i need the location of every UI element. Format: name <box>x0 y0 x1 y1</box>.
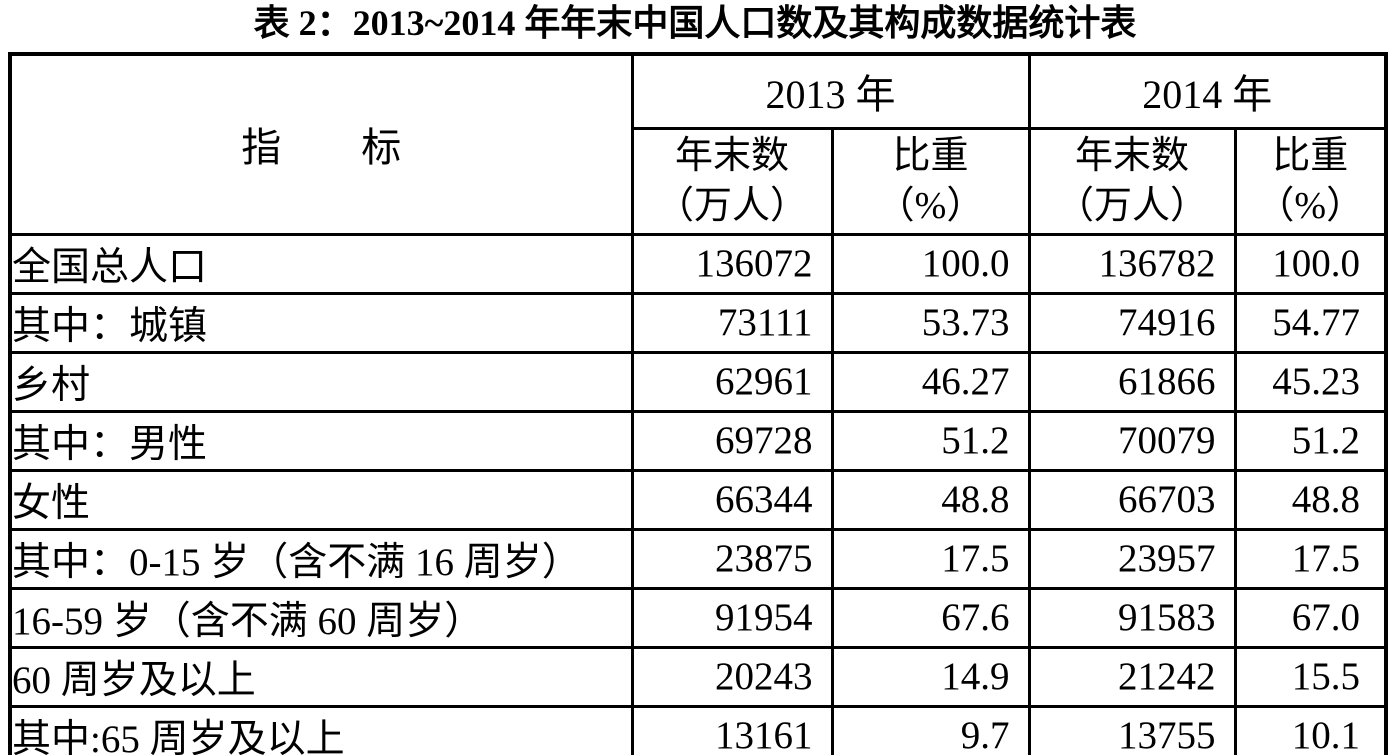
row-label: 全国总人口 <box>8 232 634 295</box>
population-stats-table: 指 标 2013 年 2014 年 年末数 （万人） 比重 （%） 年末数 （万… <box>8 52 1388 755</box>
row-label: 其中：0-15 岁（含不满 16 周岁） <box>8 527 634 590</box>
share-label-line2: （%） <box>1256 185 1365 227</box>
header-row-measures: 年末数 （万人） 比重 （%） 年末数 （万人） 比重 （%） <box>10 126 1388 236</box>
cell-2014-count: 136782 <box>1027 232 1237 295</box>
cell-2014-count: 61866 <box>1027 350 1237 413</box>
table-title: 表 2：2013~2014 年年末中国人口数及其构成数据统计表 <box>253 3 1137 43</box>
table-row-urban: 其中：城镇 73111 53.73 74916 54.77 <box>8 291 1388 354</box>
cell-2014-share: 10.1 <box>1233 704 1388 755</box>
cell-2014-count: 13755 <box>1027 704 1237 755</box>
row-label: 乡村 <box>8 350 634 413</box>
cell-2014-share: 100.0 <box>1233 232 1388 295</box>
col-header-2013: 2013 年 <box>630 52 1031 130</box>
cell-2013-count: 91954 <box>630 586 834 649</box>
row-label: 女性 <box>8 468 634 531</box>
cell-2013-count: 20243 <box>630 645 834 708</box>
cell-2014-count: 21242 <box>1027 645 1237 708</box>
cell-2014-share: 48.8 <box>1233 468 1388 531</box>
header-row-years: 指 标 2013 年 2014 年 <box>8 52 1388 236</box>
count-label-line2: （万人） <box>1055 185 1208 227</box>
col-header-2014-share: 比重 （%） <box>1233 126 1388 236</box>
share-label-line1: 比重 <box>892 135 969 177</box>
cell-2013-share: 9.7 <box>830 704 1031 755</box>
cell-2013-count: 69728 <box>630 409 834 472</box>
cell-2013-count: 23875 <box>630 527 834 590</box>
cell-2014-count: 74916 <box>1027 291 1237 354</box>
cell-2013-count: 13161 <box>630 704 834 755</box>
cell-2013-share: 46.27 <box>830 350 1031 413</box>
table-row-male: 其中：男性 69728 51.2 70079 51.2 <box>8 409 1388 472</box>
cell-2013-share: 67.6 <box>830 586 1031 649</box>
share-label-line1: 比重 <box>1272 135 1349 177</box>
col-header-2014: 2014 年 <box>1027 52 1388 130</box>
table-row-age-16-59: 16-59 岁（含不满 60 周岁） 91954 67.6 91583 67.0 <box>8 586 1388 649</box>
count-label-line1: 年末数 <box>1074 135 1189 177</box>
cell-2013-share: 100.0 <box>830 232 1031 295</box>
col-header-indicator: 指 标 <box>8 52 634 236</box>
cell-2014-share: 15.5 <box>1233 645 1388 708</box>
row-label: 60 周岁及以上 <box>8 645 634 708</box>
row-label: 其中:65 周岁及以上 <box>8 704 634 755</box>
cell-2014-count: 70079 <box>1027 409 1237 472</box>
table-row-age-60-plus: 60 周岁及以上 20243 14.9 21242 15.5 <box>8 645 1388 708</box>
cell-2014-share: 17.5 <box>1233 527 1388 590</box>
cell-2014-share: 67.0 <box>1233 586 1388 649</box>
table-row-age-65-plus: 其中:65 周岁及以上 13161 9.7 13755 10.1 <box>8 704 1388 755</box>
cell-2013-share: 53.73 <box>830 291 1031 354</box>
cell-2014-count: 91583 <box>1027 586 1237 649</box>
cell-2014-count: 23957 <box>1027 527 1237 590</box>
table-row-total: 全国总人口 136072 100.0 136782 100.0 <box>8 232 1388 295</box>
cell-2014-share: 51.2 <box>1233 409 1388 472</box>
count-label-line1: 年末数 <box>674 135 789 177</box>
cell-2013-count: 136072 <box>630 232 834 295</box>
col-header-2013-count: 年末数 （万人） <box>630 126 834 236</box>
share-label-line2: （%） <box>876 185 985 227</box>
table-row-female: 女性 66344 48.8 66703 48.8 <box>8 468 1388 531</box>
count-label-line2: （万人） <box>655 185 808 227</box>
col-header-2014-count: 年末数 （万人） <box>1027 126 1237 236</box>
cell-2013-count: 62961 <box>630 350 834 413</box>
cell-2013-share: 48.8 <box>830 468 1031 531</box>
cell-2013-share: 17.5 <box>830 527 1031 590</box>
cell-2014-share: 45.23 <box>1233 350 1388 413</box>
row-label: 16-59 岁（含不满 60 周岁） <box>8 586 634 649</box>
cell-2014-share: 54.77 <box>1233 291 1388 354</box>
table-row-rural: 乡村 62961 46.27 61866 45.23 <box>8 350 1388 413</box>
cell-2014-count: 66703 <box>1027 468 1237 531</box>
row-label: 其中：男性 <box>8 409 634 472</box>
table-row-age-0-15: 其中：0-15 岁（含不满 16 周岁） 23875 17.5 23957 17… <box>8 527 1388 590</box>
cell-2013-count: 73111 <box>630 291 834 354</box>
row-label: 其中：城镇 <box>8 291 634 354</box>
cell-2013-count: 66344 <box>630 468 834 531</box>
col-header-2013-share: 比重 （%） <box>830 126 1031 236</box>
cell-2013-share: 14.9 <box>830 645 1031 708</box>
cell-2013-share: 51.2 <box>830 409 1031 472</box>
